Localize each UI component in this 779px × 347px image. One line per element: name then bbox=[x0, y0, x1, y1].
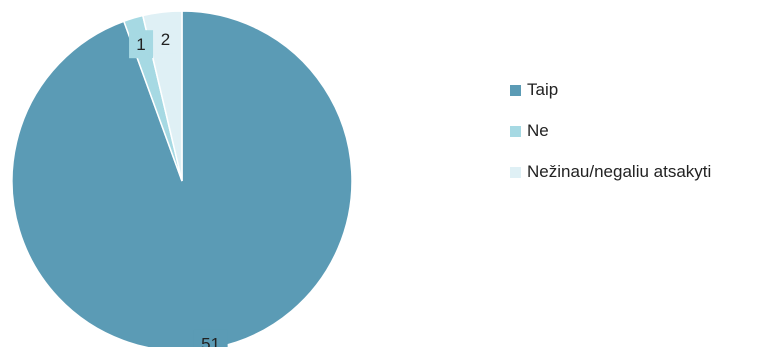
legend: Taip Ne Nežinau/negaliu atsakyti bbox=[510, 80, 711, 203]
legend-item-nezinau: Nežinau/negaliu atsakyti bbox=[510, 162, 711, 182]
data-label-bg-taip bbox=[193, 329, 228, 347]
data-label-taip: 51 bbox=[201, 334, 220, 347]
legend-label-nezinau: Nežinau/negaliu atsakyti bbox=[527, 162, 712, 181]
legend-swatch-nezinau bbox=[510, 166, 521, 178]
data-label-bg-nezinau bbox=[153, 25, 178, 54]
legend-swatch-ne bbox=[510, 125, 521, 137]
legend-label-taip: Taip bbox=[527, 80, 559, 99]
pie-slice-taip bbox=[11, 10, 353, 347]
data-label-nezinau: 2 bbox=[161, 30, 170, 49]
data-label-ne: 1 bbox=[136, 35, 145, 54]
legend-swatch-taip bbox=[510, 84, 521, 96]
legend-item-ne: Ne bbox=[510, 121, 711, 141]
legend-label-ne: Ne bbox=[527, 121, 549, 140]
data-label-bg-ne bbox=[129, 30, 154, 59]
legend-item-taip: Taip bbox=[510, 80, 711, 100]
